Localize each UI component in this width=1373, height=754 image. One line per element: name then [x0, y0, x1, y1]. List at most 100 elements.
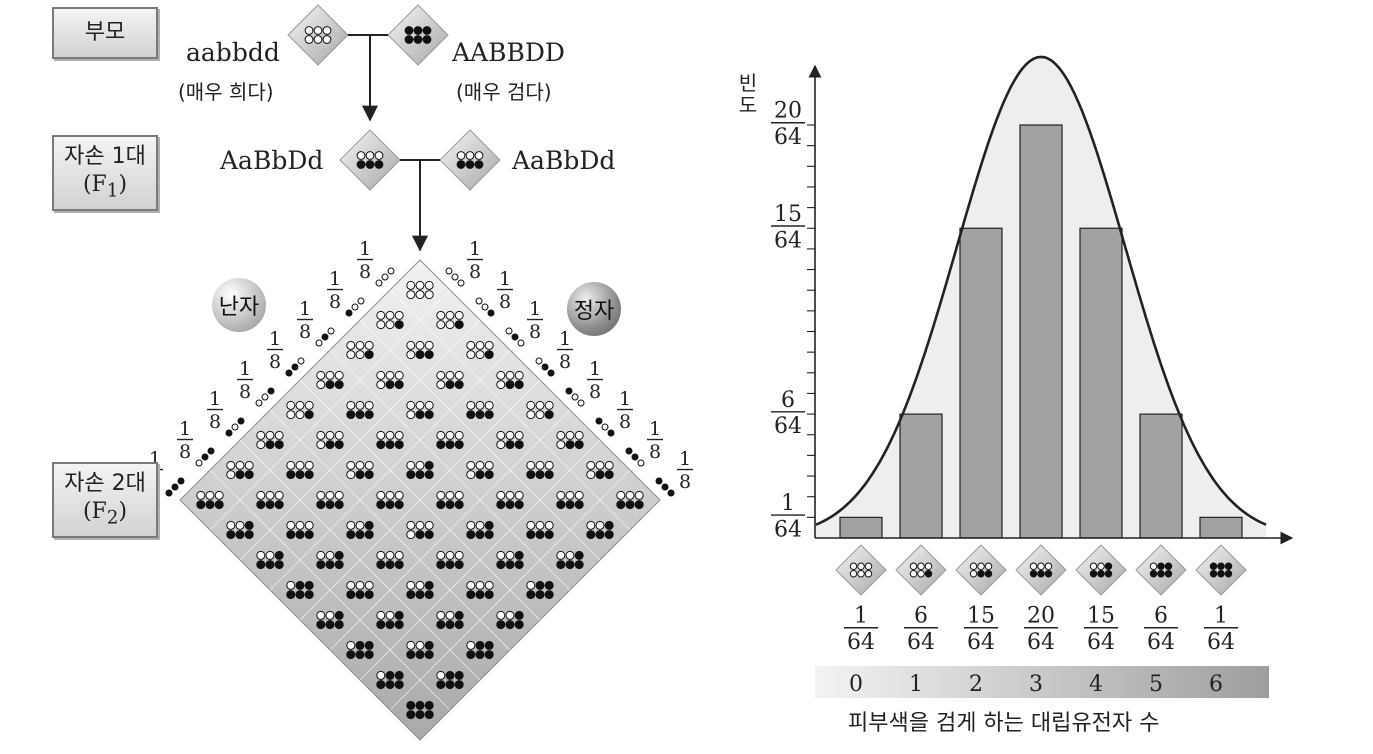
parent-left-token-dots-dot [322, 35, 332, 44]
parent-right-token-dots-dot [422, 35, 432, 44]
offspring-cell-dot [565, 440, 575, 450]
offspring-cell-dot [475, 470, 485, 480]
offspring-cell-dot [445, 680, 455, 690]
offspring-cell-dot [355, 590, 365, 600]
offspring-cell-dot [274, 560, 284, 570]
sperm-gamete-fraction: 18 [497, 268, 513, 313]
offspring-cell [256, 430, 284, 450]
offspring-cell-dot [376, 670, 386, 680]
f1-left-token-dots-dot [356, 151, 366, 160]
egg-gamete-allele [255, 399, 263, 407]
egg-gamete-allele [345, 309, 353, 317]
offspring-cell [496, 430, 524, 450]
offspring-cell-dot [244, 460, 254, 470]
f1-generation-box: 자손 1대 (F1) [52, 135, 158, 211]
sperm-gamete-allele [511, 333, 519, 341]
egg-gamete-fraction: 18 [267, 328, 283, 373]
offspring-cell-dot [436, 550, 446, 560]
offspring-cell-dot [454, 490, 464, 500]
f1-left-token-dots-dot [374, 160, 384, 169]
offspring-cell-dot [304, 520, 314, 530]
sperm-gamete-fraction-num: 1 [649, 418, 661, 440]
offspring-cell [466, 640, 494, 660]
offspring-cell-dot [355, 350, 365, 360]
sperm-gamete-allele [625, 447, 633, 455]
y-tick-label-1-num: 1 [781, 491, 795, 516]
punnett-grid-line [239, 439, 481, 681]
offspring-cell-dot [424, 280, 434, 290]
offspring-cell-dot [595, 470, 605, 480]
offspring-cell-dot [544, 520, 554, 530]
offspring-cell-dot [544, 410, 554, 420]
offspring-cell-dot [424, 340, 434, 350]
offspring-cell-dot [466, 640, 476, 650]
egg-gamete: 18 [297, 298, 335, 347]
category-token-1 [895, 544, 947, 596]
category-token-5 [1135, 544, 1187, 596]
offspring-cell [406, 520, 434, 540]
offspring-cell-dot [406, 530, 416, 540]
offspring-cell-dot [484, 350, 494, 360]
category-frequency-4-den: 64 [1087, 630, 1115, 655]
offspring-cell-dot [535, 590, 545, 600]
offspring-cell-dot [304, 590, 314, 600]
f1-generation-symbol: (F1) [82, 171, 128, 201]
offspring-cell-dot [475, 520, 485, 530]
offspring-cell-dot [466, 340, 476, 350]
category-token-5-dots-dot [1157, 562, 1165, 571]
offspring-cell [346, 640, 374, 660]
offspring-cell-dot [355, 340, 365, 350]
category-label-1: 1 [909, 672, 923, 697]
offspring-cell-dot [565, 560, 575, 570]
category-label-5: 5 [1149, 672, 1163, 697]
offspring-cell-dot [364, 640, 374, 650]
offspring-cell [406, 280, 434, 300]
offspring-cell-dot [454, 320, 464, 330]
egg-gamete-allele [267, 387, 275, 395]
offspring-cell-dot [325, 380, 335, 390]
offspring-cell-dot [436, 370, 446, 380]
offspring-cell-dot [484, 410, 494, 420]
offspring-cell-dot [295, 530, 305, 540]
offspring-cell-dot [415, 710, 425, 720]
category-token-6-dots-dot [1217, 562, 1225, 571]
offspring-cell-dot [235, 520, 245, 530]
offspring-cell-dot [484, 530, 494, 540]
sperm-gamete-allele [475, 297, 483, 305]
offspring-cell-dot [496, 500, 506, 510]
offspring-cell-dot [466, 350, 476, 360]
offspring-cell-dot [394, 670, 404, 680]
egg-gamete-allele [165, 489, 173, 497]
egg-gamete: 18 [177, 418, 215, 467]
offspring-cell-dot [535, 410, 545, 420]
offspring-cell-dot [385, 550, 395, 560]
offspring-cell-dot [526, 400, 536, 410]
egg-gamete-allele [177, 477, 185, 485]
offspring-cell-dot [436, 490, 446, 500]
egg-gamete: 18 [327, 268, 365, 317]
offspring-cell [376, 550, 404, 570]
sperm-gamete-fraction-num: 1 [469, 238, 481, 260]
offspring-cell-dot [265, 490, 275, 500]
offspring-cell-dot [364, 590, 374, 600]
offspring-cell-dot [316, 500, 326, 510]
offspring-cell-dot [346, 640, 356, 650]
offspring-cell [286, 580, 314, 600]
offspring-cell-dot [346, 580, 356, 590]
sperm-gamete-fraction-num: 1 [589, 358, 601, 380]
offspring-cell-dot [364, 410, 374, 420]
frequency-bar-3 [1019, 124, 1063, 539]
offspring-cell-dot [376, 500, 386, 510]
offspring-cell-dot [406, 710, 416, 720]
sperm-gamete: 18 [535, 328, 573, 377]
offspring-cell-dot [436, 500, 446, 510]
offspring-cell-dot [214, 490, 224, 500]
offspring-cell [406, 580, 434, 600]
category-label-6: 6 [1209, 672, 1223, 697]
offspring-cell-dot [436, 310, 446, 320]
offspring-cell-dot [304, 530, 314, 540]
offspring-cell-dot [424, 290, 434, 300]
egg-gamete: 18 [267, 328, 305, 377]
sperm-gamete-fraction-num: 1 [499, 268, 511, 290]
